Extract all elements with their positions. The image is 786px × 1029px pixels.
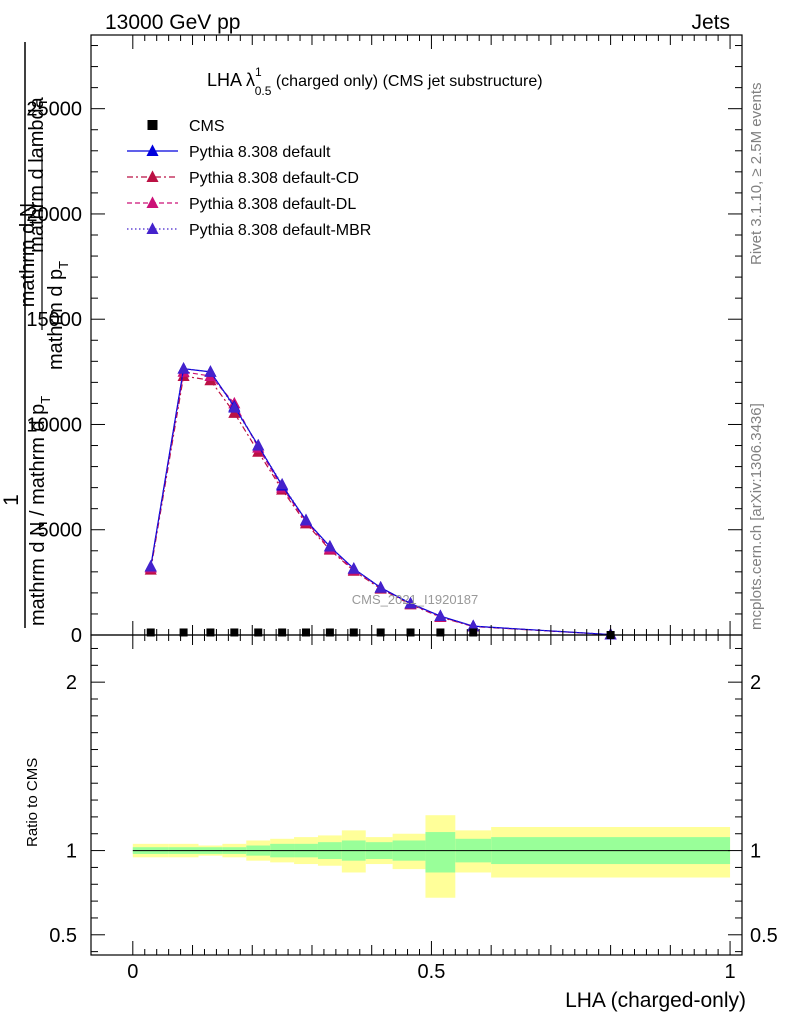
main-y-axis-label: 1 mathrm d N / mathrm d pT mathrm d pT m…	[0, 42, 71, 628]
series-point-4	[347, 562, 360, 574]
cms-data-point	[179, 628, 188, 637]
series-point-4	[144, 559, 157, 572]
analysis-type-label: Jets	[691, 11, 730, 34]
ratio-y-axis: 0.5 0.5 1 1 2 2	[49, 647, 778, 953]
series-point-4	[299, 513, 313, 526]
ratio-y-tick-label-right: 0.5	[750, 925, 778, 947]
legend-entry-0: CMS	[147, 118, 225, 135]
legend-label: Pythia 8.308 default-DL	[189, 196, 356, 213]
cms-data-point	[206, 628, 215, 637]
ratio-frame	[90, 634, 743, 956]
legend-entry-3: Pythia 8.308 default-DL	[127, 196, 356, 213]
cms-data-point	[230, 628, 239, 637]
main-y-tick-label: 0	[71, 625, 82, 647]
x-tick-label: 0.5	[418, 961, 446, 983]
ratio-y-tick-label: 2	[66, 672, 77, 694]
main-y-tick-label: 20000	[26, 204, 82, 226]
plot-title-rest: (charged only) (CMS jet substructure)	[271, 73, 542, 90]
legend-entry-1: Pythia 8.308 default	[127, 144, 331, 161]
legend-marker	[146, 144, 159, 156]
ylabel-inner-lambda: mathrm d lambda	[26, 96, 48, 252]
ratio-y-tick-label-right: 1	[750, 841, 761, 863]
cms-data-point	[406, 628, 415, 637]
cms-data-point	[376, 628, 385, 637]
cms-data-point	[146, 628, 155, 637]
ylabel-inner-denominator-text: mathrm d p	[45, 269, 67, 370]
series-line-1	[150, 368, 611, 636]
plot-title-main: LHA λ	[207, 70, 255, 90]
ratio-y-tick-label-right: 2	[750, 672, 761, 694]
main-y-tick-label: 10000	[26, 414, 82, 436]
legend-label: CMS	[189, 118, 225, 135]
cms-data-point	[302, 628, 311, 637]
main-y-tick-label: 5000	[38, 520, 83, 542]
x-tick-label: 0	[127, 961, 138, 983]
cms-data-point	[349, 628, 358, 637]
cms-data-point	[325, 628, 334, 637]
legend-entry-4: Pythia 8.308 default-MBR	[127, 222, 371, 239]
ratio-y-tick-label: 1	[66, 841, 77, 863]
ylabel-inner-denominator-sub: T	[56, 261, 71, 269]
cms-data-point	[278, 628, 287, 637]
collision-label: 13000 GeV pp	[105, 11, 240, 34]
series-point-4	[323, 539, 336, 552]
series-point-4	[467, 619, 480, 632]
main-panel: 0 5000 10000 15000 20000 25000 CMS_2021_I1920…	[0, 34, 743, 647]
ratio-y-axis-label: Ratio to CMS	[24, 758, 41, 847]
mcplots-label: mcplots.cern.ch [arXiv:1306.3436]	[748, 403, 765, 630]
main-plot-marks	[144, 362, 617, 640]
legend-label: Pythia 8.308 default	[189, 144, 331, 161]
ylabel-denominator-text: mathrm d N / mathrm d p	[27, 404, 49, 626]
main-y-tick-label: 15000	[26, 309, 82, 331]
legend-marker	[147, 120, 158, 130]
ratio-y-tick-label: 0.5	[49, 925, 77, 947]
main-y-axis: 0 5000 10000 15000 20000 25000	[26, 45, 742, 647]
series-point-4	[434, 609, 447, 622]
ratio-inner-band	[425, 832, 456, 873]
series-point-4	[177, 362, 190, 374]
ratio-x-axis: 0 0.5 1	[127, 635, 736, 983]
ylabel-denominator: mathrm d N / mathrm d pT	[27, 396, 53, 626]
series-point-4	[252, 438, 265, 451]
legend-label: Pythia 8.308 default-MBR	[189, 222, 371, 239]
main-y-tick-label: 25000	[26, 99, 82, 121]
legend-marker	[146, 196, 159, 208]
x-axis-label: LHA (charged-only)	[565, 989, 746, 1012]
series-point-4	[204, 365, 217, 377]
plot-title: LHA λ1 0.5 (charged only) (CMS jet substr…	[207, 65, 543, 98]
ratio-panel: 0.5 0.51 12 2 0 0.5 1 Ratio to CMS LHA (charg…	[24, 634, 778, 1012]
ylabel-inner-numerator: mathrm d N	[17, 203, 39, 307]
series-point-4	[374, 581, 387, 593]
plot-title-sup: 1	[255, 65, 262, 79]
ylabel-numerator-one: 1	[0, 494, 23, 506]
legend-marker	[146, 170, 159, 182]
cms-data-point	[436, 628, 445, 637]
legend-entry-2: Pythia 8.308 default-CD	[127, 170, 359, 187]
rivet-version-label: Rivet 3.1.10, ≥ 2.5M events	[748, 83, 765, 266]
cms-data-point	[469, 628, 478, 637]
series-point-4	[404, 596, 417, 609]
cms-data-point	[254, 628, 263, 637]
legend: CMS Pythia 8.308 default Pythia 8.308 defa…	[127, 118, 371, 239]
series-point-4	[228, 401, 241, 413]
plot-title-sub: 0.5	[255, 84, 272, 98]
x-tick-label: 1	[724, 961, 735, 983]
legend-label: Pythia 8.308 default-CD	[189, 170, 359, 187]
legend-marker	[146, 222, 159, 234]
ratio-bands	[132, 815, 731, 898]
ylabel-inner-denominator: mathrm d pT	[45, 261, 71, 370]
main-x-ticks	[132, 35, 731, 635]
watermark: CMS_2021_I1920187	[352, 592, 479, 607]
ylabel-denominator-sub: T	[38, 396, 53, 404]
series-point-4	[276, 477, 289, 490]
